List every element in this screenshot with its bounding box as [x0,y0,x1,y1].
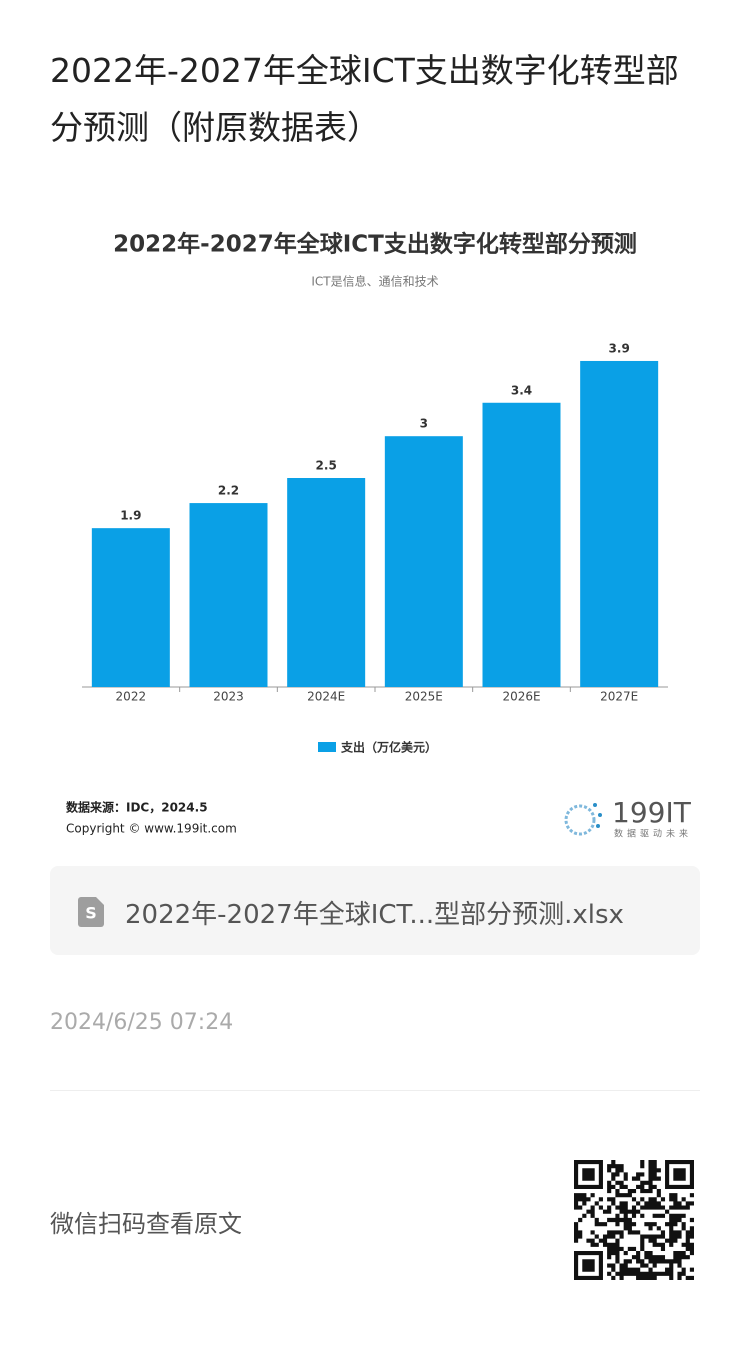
bar [580,360,659,687]
attachment-filename: 2022年-2027年全球ICT...型部分预测.xlsx [125,900,624,930]
x-tick-label: 2026E [502,690,540,704]
footer-text: 微信扫码查看原文 [50,1210,242,1238]
legend-label: 支出（万亿美元） [340,740,437,755]
copyright: Copyright © www.199it.com [66,822,237,836]
x-tick-label: 2022 [116,690,147,704]
legend-swatch [318,742,336,752]
source: 数据来源：IDC，2024.5 [66,800,208,815]
svg-text:S: S [85,904,97,923]
x-tick-label: 2027E [600,690,638,704]
logo-slogan: 数据驱动未来 [614,828,692,840]
value-label: 3.9 [609,341,630,355]
bar [482,402,561,687]
value-label: 3.4 [511,383,532,397]
value-label: 2.2 [218,484,239,498]
chart-subtitle: ICT是信息、通信和技术 [311,274,438,289]
chart-title: 2022年-2027年全球ICT支出数字化转型部分预测 [113,231,637,258]
x-tick-label: 2024E [307,690,345,704]
x-tick-label: 2025E [405,690,443,704]
article-title: 2022年-2027年全球ICT支出数字化转型部分预测（附原数据表） [50,51,679,147]
date: 2024/6/25 07:24 [50,1010,234,1035]
qr-code[interactable] [574,1160,694,1280]
logo-icon [564,803,602,836]
logo: 199IT [612,796,692,829]
bar [384,436,463,687]
bar [287,478,366,687]
bar [189,503,268,687]
attachment[interactable]: S 2022年-2027年全球ICT...型部分预测.xlsx [50,866,700,955]
bar [91,528,170,687]
chart: 2022年-2027年全球ICT支出数字化转型部分预测 ICT是信息、通信和技术… [66,231,692,840]
value-label: 2.5 [316,459,337,473]
divider [50,1090,700,1091]
x-tick-label: 2023 [213,690,244,704]
qr-modules [574,1160,694,1280]
value-label: 3 [420,417,428,431]
value-label: 1.9 [120,509,141,523]
file-icon: S [78,897,104,927]
